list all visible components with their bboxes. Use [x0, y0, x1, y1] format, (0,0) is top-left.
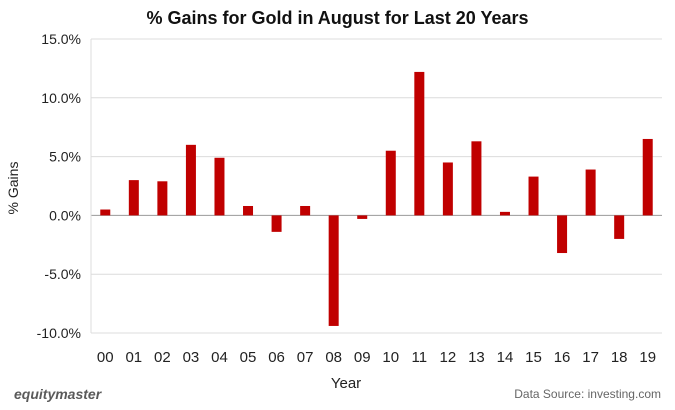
x-tick-label: 06	[268, 349, 285, 366]
bar	[471, 141, 482, 216]
x-tick-label: 08	[325, 349, 342, 366]
bar	[614, 215, 625, 239]
data-source: Data Source: investing.com	[514, 387, 661, 401]
x-tick-label: 18	[611, 349, 628, 366]
x-tick-label: 14	[497, 349, 514, 366]
x-tick-label: 13	[468, 349, 485, 366]
y-tick-label: 5.0%	[49, 149, 81, 165]
bar	[300, 205, 311, 216]
x-tick-label: 07	[297, 349, 314, 366]
x-tick-label: 16	[554, 349, 571, 366]
y-tick-label: -10.0%	[37, 325, 81, 341]
bar	[157, 181, 168, 216]
bar	[414, 71, 425, 216]
bar	[128, 180, 139, 216]
x-tick-label: 00	[97, 349, 114, 366]
y-tick-label: -5.0%	[44, 266, 81, 282]
y-axis-label: % Gains	[5, 162, 21, 215]
chart-title: % Gains for Gold in August for Last 20 Y…	[146, 8, 529, 28]
y-tick-label: 0.0%	[49, 207, 81, 223]
bar	[442, 162, 453, 216]
x-tick-label: 03	[183, 349, 200, 366]
bar	[385, 150, 396, 216]
bar	[214, 157, 225, 216]
x-tick-label: 19	[639, 349, 656, 366]
bar	[585, 169, 596, 216]
bar	[642, 138, 653, 216]
bar	[528, 176, 539, 216]
bar	[499, 211, 510, 216]
y-tick-label: 10.0%	[41, 90, 81, 106]
x-tick-label: 05	[240, 349, 257, 366]
bar	[557, 215, 568, 254]
bar	[328, 215, 339, 326]
bar	[243, 205, 254, 216]
x-tick-label: 15	[525, 349, 542, 366]
x-tick-label: 01	[125, 349, 142, 366]
x-tick-label: 17	[582, 349, 599, 366]
bar	[185, 144, 196, 216]
brand-logo: equitymaster	[14, 386, 102, 402]
y-tick-label: 15.0%	[41, 31, 81, 47]
x-tick-label: 11	[412, 349, 428, 366]
x-tick-label: 09	[354, 349, 371, 366]
bar	[357, 215, 368, 219]
x-tick-label: 02	[154, 349, 171, 366]
bar	[100, 209, 111, 216]
x-tick-label: 04	[211, 349, 228, 366]
x-axis-label: Year	[331, 375, 361, 392]
x-tick-label: 12	[440, 349, 457, 366]
bar	[271, 215, 282, 232]
x-tick-label: 10	[382, 349, 399, 366]
